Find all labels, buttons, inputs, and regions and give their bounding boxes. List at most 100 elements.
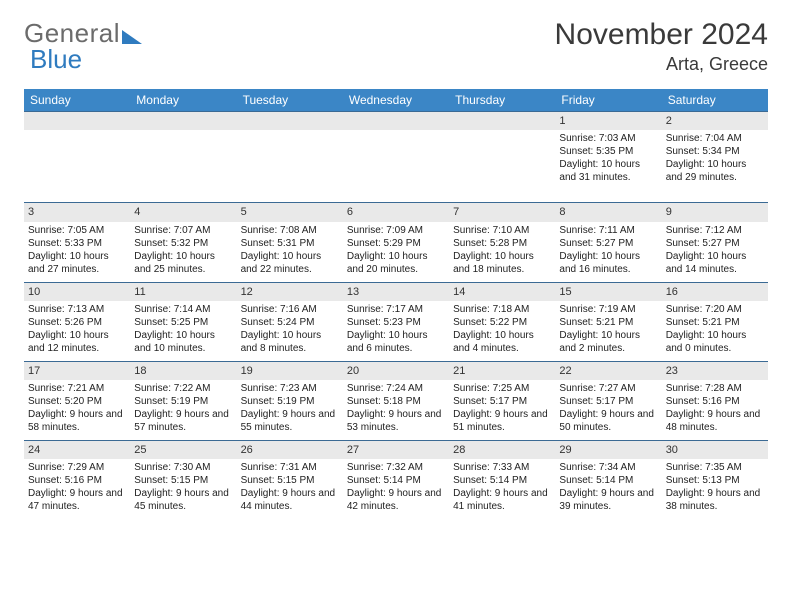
calendar-cell: [24, 112, 130, 203]
calendar-cell: 18Sunrise: 7:22 AMSunset: 5:19 PMDayligh…: [130, 361, 236, 440]
day-number: 25: [130, 441, 236, 459]
calendar-cell: 30Sunrise: 7:35 AMSunset: 5:13 PMDayligh…: [662, 441, 768, 520]
day-detail: Sunrise: 7:34 AMSunset: 5:14 PMDaylight:…: [555, 459, 661, 519]
calendar-cell: 10Sunrise: 7:13 AMSunset: 5:26 PMDayligh…: [24, 282, 130, 361]
calendar-cell: [449, 112, 555, 203]
day-detail: Sunrise: 7:30 AMSunset: 5:15 PMDaylight:…: [130, 459, 236, 519]
brand-part2: Blue: [30, 44, 82, 75]
day-number: 10: [24, 283, 130, 301]
calendar-cell: 28Sunrise: 7:33 AMSunset: 5:14 PMDayligh…: [449, 441, 555, 520]
day-detail: Sunrise: 7:10 AMSunset: 5:28 PMDaylight:…: [449, 222, 555, 282]
calendar-cell: 6Sunrise: 7:09 AMSunset: 5:29 PMDaylight…: [343, 203, 449, 282]
calendar-cell: [343, 112, 449, 203]
day-number: 20: [343, 362, 449, 380]
day-detail: Sunrise: 7:07 AMSunset: 5:32 PMDaylight:…: [130, 222, 236, 282]
day-number: 6: [343, 203, 449, 221]
calendar-week-row: 3Sunrise: 7:05 AMSunset: 5:33 PMDaylight…: [24, 203, 768, 282]
calendar-cell: 9Sunrise: 7:12 AMSunset: 5:27 PMDaylight…: [662, 203, 768, 282]
day-number: 11: [130, 283, 236, 301]
day-number: 5: [237, 203, 343, 221]
day-number: 26: [237, 441, 343, 459]
day-detail: Sunrise: 7:14 AMSunset: 5:25 PMDaylight:…: [130, 301, 236, 361]
calendar-cell: 11Sunrise: 7:14 AMSunset: 5:25 PMDayligh…: [130, 282, 236, 361]
day-detail: Sunrise: 7:28 AMSunset: 5:16 PMDaylight:…: [662, 380, 768, 440]
day-number: 8: [555, 203, 661, 221]
weekday-header: Thursday: [449, 89, 555, 112]
day-detail: Sunrise: 7:27 AMSunset: 5:17 PMDaylight:…: [555, 380, 661, 440]
weekday-header: Friday: [555, 89, 661, 112]
calendar-cell: 20Sunrise: 7:24 AMSunset: 5:18 PMDayligh…: [343, 361, 449, 440]
day-number: 23: [662, 362, 768, 380]
day-detail: Sunrise: 7:19 AMSunset: 5:21 PMDaylight:…: [555, 301, 661, 361]
weekday-header: Saturday: [662, 89, 768, 112]
day-number: 14: [449, 283, 555, 301]
calendar-cell: 17Sunrise: 7:21 AMSunset: 5:20 PMDayligh…: [24, 361, 130, 440]
calendar-week-row: 10Sunrise: 7:13 AMSunset: 5:26 PMDayligh…: [24, 282, 768, 361]
day-number: 16: [662, 283, 768, 301]
calendar-cell: 4Sunrise: 7:07 AMSunset: 5:32 PMDaylight…: [130, 203, 236, 282]
calendar-cell: 3Sunrise: 7:05 AMSunset: 5:33 PMDaylight…: [24, 203, 130, 282]
calendar-cell: 14Sunrise: 7:18 AMSunset: 5:22 PMDayligh…: [449, 282, 555, 361]
calendar-cell: [237, 112, 343, 203]
day-detail: Sunrise: 7:31 AMSunset: 5:15 PMDaylight:…: [237, 459, 343, 519]
day-detail: Sunrise: 7:21 AMSunset: 5:20 PMDaylight:…: [24, 380, 130, 440]
day-detail: Sunrise: 7:23 AMSunset: 5:19 PMDaylight:…: [237, 380, 343, 440]
calendar-body: 1Sunrise: 7:03 AMSunset: 5:35 PMDaylight…: [24, 112, 768, 520]
day-detail: Sunrise: 7:25 AMSunset: 5:17 PMDaylight:…: [449, 380, 555, 440]
calendar-cell: 8Sunrise: 7:11 AMSunset: 5:27 PMDaylight…: [555, 203, 661, 282]
day-number-empty: [449, 112, 555, 130]
calendar-cell: 22Sunrise: 7:27 AMSunset: 5:17 PMDayligh…: [555, 361, 661, 440]
weekday-header: Monday: [130, 89, 236, 112]
day-number: 28: [449, 441, 555, 459]
day-detail: Sunrise: 7:35 AMSunset: 5:13 PMDaylight:…: [662, 459, 768, 519]
day-detail: Sunrise: 7:32 AMSunset: 5:14 PMDaylight:…: [343, 459, 449, 519]
day-number: 7: [449, 203, 555, 221]
calendar-cell: 5Sunrise: 7:08 AMSunset: 5:31 PMDaylight…: [237, 203, 343, 282]
day-detail: Sunrise: 7:16 AMSunset: 5:24 PMDaylight:…: [237, 301, 343, 361]
day-number: 4: [130, 203, 236, 221]
day-number: 1: [555, 112, 661, 130]
day-number-empty: [237, 112, 343, 130]
calendar-cell: 25Sunrise: 7:30 AMSunset: 5:15 PMDayligh…: [130, 441, 236, 520]
day-number: 15: [555, 283, 661, 301]
title-block: November 2024 Arta, Greece: [555, 18, 768, 75]
day-number-empty: [130, 112, 236, 130]
calendar-week-row: 24Sunrise: 7:29 AMSunset: 5:16 PMDayligh…: [24, 441, 768, 520]
day-detail: Sunrise: 7:08 AMSunset: 5:31 PMDaylight:…: [237, 222, 343, 282]
day-number: 3: [24, 203, 130, 221]
calendar-cell: 1Sunrise: 7:03 AMSunset: 5:35 PMDaylight…: [555, 112, 661, 203]
day-detail: Sunrise: 7:09 AMSunset: 5:29 PMDaylight:…: [343, 222, 449, 282]
day-number: 30: [662, 441, 768, 459]
day-number: 27: [343, 441, 449, 459]
calendar-cell: 12Sunrise: 7:16 AMSunset: 5:24 PMDayligh…: [237, 282, 343, 361]
day-detail: Sunrise: 7:22 AMSunset: 5:19 PMDaylight:…: [130, 380, 236, 440]
day-detail: Sunrise: 7:13 AMSunset: 5:26 PMDaylight:…: [24, 301, 130, 361]
location: Arta, Greece: [555, 54, 768, 75]
day-detail: Sunrise: 7:05 AMSunset: 5:33 PMDaylight:…: [24, 222, 130, 282]
weekday-header: Tuesday: [237, 89, 343, 112]
calendar-week-row: 17Sunrise: 7:21 AMSunset: 5:20 PMDayligh…: [24, 361, 768, 440]
day-detail: Sunrise: 7:11 AMSunset: 5:27 PMDaylight:…: [555, 222, 661, 282]
day-detail: Sunrise: 7:04 AMSunset: 5:34 PMDaylight:…: [662, 130, 768, 190]
weekday-row: SundayMondayTuesdayWednesdayThursdayFrid…: [24, 89, 768, 112]
calendar-table: SundayMondayTuesdayWednesdayThursdayFrid…: [24, 89, 768, 519]
day-number: 24: [24, 441, 130, 459]
day-detail: Sunrise: 7:17 AMSunset: 5:23 PMDaylight:…: [343, 301, 449, 361]
day-number-empty: [343, 112, 449, 130]
calendar-cell: 16Sunrise: 7:20 AMSunset: 5:21 PMDayligh…: [662, 282, 768, 361]
calendar-week-row: 1Sunrise: 7:03 AMSunset: 5:35 PMDaylight…: [24, 112, 768, 203]
day-number: 29: [555, 441, 661, 459]
calendar-cell: [130, 112, 236, 203]
calendar-cell: 27Sunrise: 7:32 AMSunset: 5:14 PMDayligh…: [343, 441, 449, 520]
day-number: 18: [130, 362, 236, 380]
day-number: 19: [237, 362, 343, 380]
calendar-cell: 19Sunrise: 7:23 AMSunset: 5:19 PMDayligh…: [237, 361, 343, 440]
day-number-empty: [24, 112, 130, 130]
month-title: November 2024: [555, 18, 768, 52]
day-number: 17: [24, 362, 130, 380]
day-number: 13: [343, 283, 449, 301]
day-number: 21: [449, 362, 555, 380]
day-detail: Sunrise: 7:03 AMSunset: 5:35 PMDaylight:…: [555, 130, 661, 190]
weekday-header: Sunday: [24, 89, 130, 112]
calendar-cell: 26Sunrise: 7:31 AMSunset: 5:15 PMDayligh…: [237, 441, 343, 520]
